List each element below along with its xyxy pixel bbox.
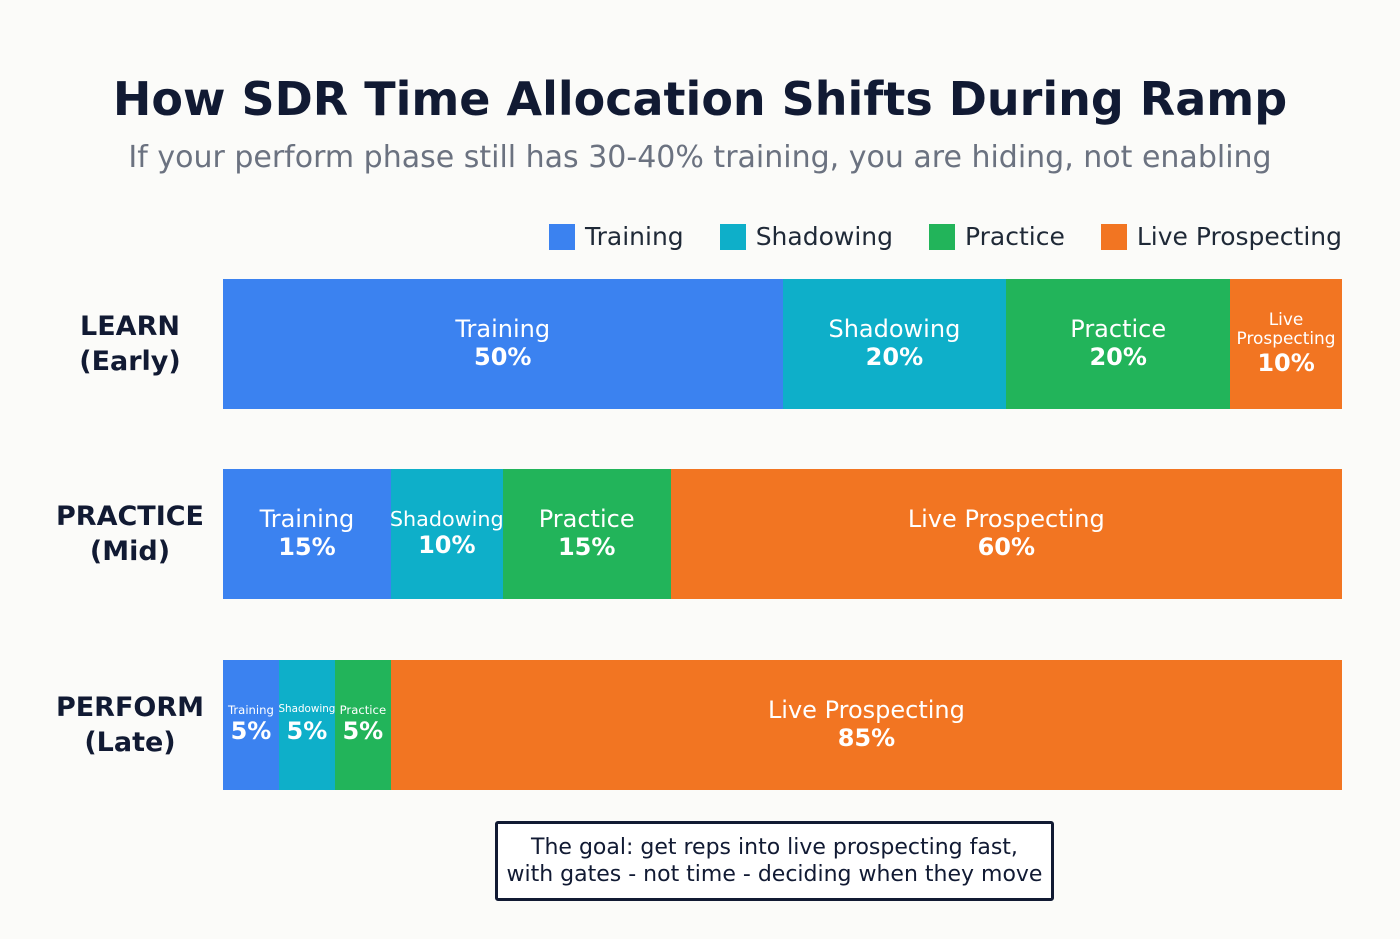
segment-value: 20% bbox=[865, 343, 924, 372]
bar-segment: Shadowing 20% bbox=[782, 279, 1007, 409]
legend-item: Shadowing bbox=[719, 222, 893, 251]
segment-value: 60% bbox=[977, 533, 1036, 562]
legend-label: Live Prospecting bbox=[1136, 222, 1342, 251]
category-label: LEARN (Early) bbox=[79, 310, 181, 377]
segment-name: Shadowing bbox=[278, 703, 335, 716]
legend-swatch bbox=[719, 223, 746, 250]
chart-subtitle: If your perform phase still has 30-40% t… bbox=[128, 140, 1272, 175]
segment-value: 85% bbox=[837, 724, 896, 753]
bar-segment: Practice 5% bbox=[334, 660, 391, 790]
bar-segment: Live Prospecting 85% bbox=[390, 660, 1342, 790]
segment-name: Shadowing bbox=[390, 506, 503, 531]
legend-label: Practice bbox=[965, 222, 1065, 251]
legend-item: Practice bbox=[929, 222, 1065, 251]
segment-name: Practice bbox=[1070, 314, 1167, 343]
segment-name: Training bbox=[228, 702, 274, 717]
segment-value: 10% bbox=[1257, 348, 1315, 377]
bar-segment: Shadowing 10% bbox=[390, 469, 503, 599]
bar-segment: Training 5% bbox=[223, 660, 279, 790]
segment-name: Practice bbox=[538, 504, 635, 533]
segment-value: 20% bbox=[1089, 343, 1147, 372]
bar-segment: Live Prospecting 10% bbox=[1230, 279, 1342, 409]
segment-name: Training bbox=[455, 314, 551, 343]
legend-swatch bbox=[549, 223, 576, 250]
segment-value: 10% bbox=[418, 531, 476, 560]
legend-item: Live Prospecting bbox=[1100, 222, 1342, 251]
segment-value: 15% bbox=[278, 533, 336, 562]
bar-segment: Shadowing 5% bbox=[278, 660, 335, 790]
chart-title: How SDR Time Allocation Shifts During Ra… bbox=[112, 72, 1288, 126]
segment-name: Live Prospecting bbox=[907, 504, 1105, 533]
bar-segment: Training 15% bbox=[223, 469, 391, 599]
segment-value: 15% bbox=[557, 533, 616, 562]
segment-name: Shadowing bbox=[828, 314, 961, 343]
segment-name: Live Prospecting bbox=[767, 695, 965, 724]
bar-segment: Practice 15% bbox=[502, 469, 671, 599]
bar-segment: Live Prospecting 60% bbox=[670, 469, 1342, 599]
bar-segment: Practice 20% bbox=[1006, 279, 1231, 409]
segment-name: Live Prospecting bbox=[1236, 309, 1336, 348]
segment-value: 5% bbox=[286, 716, 328, 745]
legend-label: Training bbox=[585, 222, 684, 251]
legend-swatch bbox=[929, 223, 955, 250]
segment-value: 5% bbox=[342, 717, 384, 746]
legend-label: Shadowing bbox=[755, 222, 893, 251]
segment-name: Practice bbox=[339, 702, 387, 717]
segment-value: 5% bbox=[230, 717, 272, 746]
category-label: PRACTICE (Mid) bbox=[55, 500, 204, 567]
legend-item: Training bbox=[549, 222, 684, 251]
segment-name: Training bbox=[259, 504, 355, 533]
segment-value: 50% bbox=[474, 343, 532, 372]
note-box: The goal: get reps into live prospecting… bbox=[495, 821, 1054, 901]
legend-swatch bbox=[1100, 223, 1127, 250]
category-label: PERFORM (Late) bbox=[55, 691, 205, 758]
bar-segment: Training 50% bbox=[223, 279, 783, 409]
legend: Training Shadowing Practice Live Prospectin… bbox=[549, 222, 1342, 251]
